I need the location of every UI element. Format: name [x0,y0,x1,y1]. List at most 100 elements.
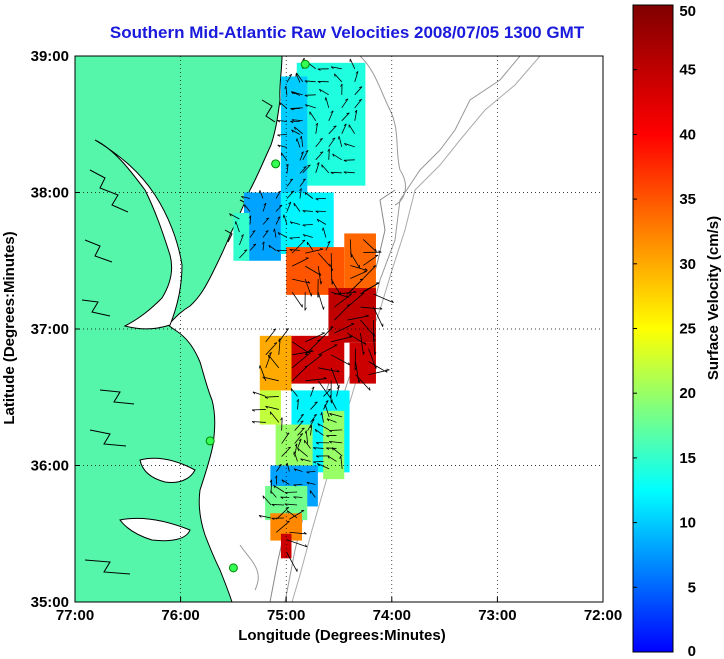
velocity-region-14 [323,410,345,480]
velocity-vector [297,438,302,449]
velocity-vector-head [284,85,287,89]
velocity-vector-head [302,224,306,227]
velocity-vector-head [326,447,330,450]
velocity-vector-head [386,368,390,371]
velocity-vector [275,216,281,225]
velocity-vector-head [346,112,350,115]
velocity-vector [318,344,338,356]
velocity-vector [350,270,367,279]
velocity-vector [330,266,333,285]
velocity-vector [354,99,362,109]
velocity-vector-head [327,148,330,152]
velocity-vector [349,252,360,269]
velocity-vector [296,72,304,83]
velocity-vector [265,352,272,368]
velocity-vector [268,354,280,369]
velocity-vector [291,341,311,354]
x-tick-label: 74:00 [373,607,411,624]
velocity-vector-head [329,263,331,267]
velocity-vector [347,332,367,345]
radar-station-1 [271,159,281,169]
velocity-vector-head [333,125,337,128]
velocity-vector-head [324,97,327,101]
velocity-vector [309,111,317,122]
velocity-vector-head [286,432,290,435]
velocity-vector-head [306,481,310,485]
velocity-vector-head [279,102,282,106]
velocity-vector [294,126,304,135]
velocity-vector-head [289,249,293,252]
velocity-vector [321,412,324,423]
radar-station-0 [300,59,310,69]
velocity-vector [249,243,257,251]
velocity-vector [304,191,314,199]
velocity-vector [330,278,341,296]
velocity-vector-head [379,307,383,310]
velocity-vector [300,458,311,462]
velocity-region-1 [280,76,308,200]
velocity-vector-head [315,442,319,445]
velocity-vector [323,388,331,397]
velocity-vector [276,520,290,533]
velocity-vector [244,204,251,212]
velocity-vector [322,227,327,238]
velocity-vector-head [288,73,292,77]
velocity-vector [304,439,311,449]
velocity-vector-head [304,544,308,548]
x-tick-label: 72:00 [584,607,622,624]
velocity-vector [297,427,305,436]
velocity-vector [289,510,305,520]
velocity-vector-head [280,496,284,499]
velocity-vector [302,164,311,174]
velocity-vector-head [290,108,294,111]
velocity-vector [334,73,343,83]
velocity-vector [299,151,304,161]
velocity-vector-head [323,306,325,310]
velocity-vector-head [325,400,329,403]
velocity-vector [343,171,355,174]
velocity-vector-head [289,237,293,240]
velocity-region-7 [328,288,376,343]
velocity-vector [262,217,270,225]
velocity-vector-head [315,122,318,126]
velocity-vector-head [303,166,307,168]
velocity-vector-head [284,492,288,495]
velocity-vector [321,164,330,174]
velocity-vector [262,203,267,212]
velocity-vector-head [329,430,333,433]
velocity-vector-head [332,153,335,157]
y-axis-ticks: 39:00 38:00 37:00 36:00 35:00 [31,48,80,611]
velocity-vector [327,455,337,462]
velocity-vector-head [251,409,255,412]
velocity-vector-head [317,68,321,71]
velocity-vector-head [304,192,307,196]
velocity-vector [360,282,380,295]
radar-stations [205,59,310,573]
velocity-vector [331,291,349,298]
colorbar-tick-label: 50 [679,3,696,20]
velocity-vector [283,214,288,225]
velocity-vector-head [311,386,315,390]
velocity-vector-head [299,433,303,435]
colorbar [632,4,674,653]
velocity-vector-head [281,479,284,483]
velocity-vector-head [321,164,323,168]
velocity-vector-head [252,391,256,395]
velocity-vector [278,338,281,355]
velocity-vectors [229,57,394,572]
velocity-vector-head [252,230,256,233]
velocity-vector-head [348,335,353,338]
velocity-vector [305,430,309,444]
velocity-vector [347,278,364,295]
velocity-vector-head [277,120,281,123]
velocity-vector-head [252,243,257,246]
velocity-vector [289,531,307,535]
velocity-vector-head [330,326,334,328]
velocity-vector [293,451,298,462]
velocity-vector-head [317,81,321,84]
velocity-vector [324,404,330,418]
velocity-vector-head [336,369,340,373]
velocity-vector-head [302,210,306,213]
velocity-vector-head [362,351,365,355]
velocity-vector [269,411,280,423]
